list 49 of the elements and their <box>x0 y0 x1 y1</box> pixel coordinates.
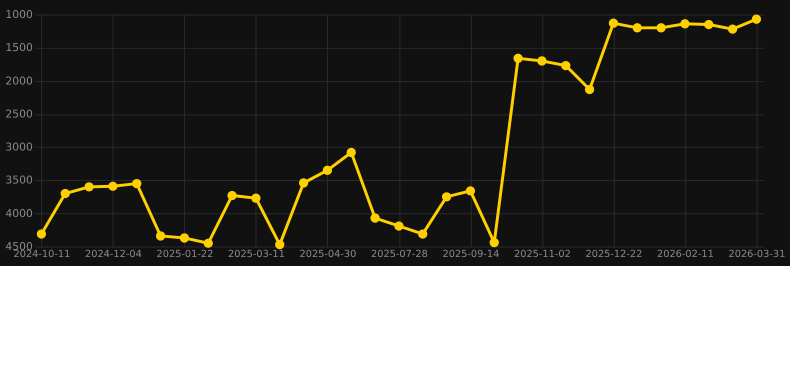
point <box>728 24 738 34</box>
y-tick-label: 4000 <box>5 206 33 220</box>
x-tick-label: 2026-02-11 <box>657 248 714 260</box>
x-tick-label: 2025-07-28 <box>371 248 428 260</box>
point <box>108 182 118 191</box>
x-tick-label: 2024-10-11 <box>14 248 70 260</box>
point <box>608 18 618 28</box>
x-tick-label: 2026-03-31 <box>728 248 786 260</box>
point <box>680 19 690 28</box>
point <box>704 20 714 30</box>
point <box>584 84 594 94</box>
point <box>537 56 547 66</box>
point <box>632 23 642 32</box>
point <box>490 238 499 248</box>
point <box>132 178 142 188</box>
point <box>656 23 666 32</box>
y-tick-label: 3500 <box>5 174 33 187</box>
point <box>394 221 404 231</box>
point <box>442 192 452 202</box>
point <box>60 188 70 198</box>
point <box>275 240 284 250</box>
point <box>156 231 166 241</box>
point <box>322 166 332 175</box>
point <box>204 238 213 248</box>
point <box>36 229 46 239</box>
point <box>513 54 523 63</box>
point <box>298 178 308 188</box>
point <box>346 148 356 158</box>
x-tick-label: 2025-01-22 <box>156 248 214 260</box>
point <box>227 190 237 200</box>
point <box>84 182 94 192</box>
x-tick-label: 2025-12-22 <box>586 248 642 260</box>
point <box>370 213 380 223</box>
y-tick-label: 2000 <box>5 74 33 88</box>
point <box>251 194 261 203</box>
x-tick-label: 2025-04-30 <box>300 248 356 260</box>
y-tick-label: 1500 <box>5 41 33 54</box>
y-tick-label: 2500 <box>5 107 33 120</box>
point <box>418 229 428 239</box>
x-tick-label: 2025-03-11 <box>228 248 285 260</box>
point <box>752 14 762 24</box>
point <box>180 233 190 243</box>
point <box>561 60 570 70</box>
y-tick-label: 1000 <box>5 8 33 21</box>
x-tick-label: 2025-09-14 <box>442 248 500 260</box>
x-tick-label: 2024-12-04 <box>85 248 142 260</box>
y-tick-label: 3000 <box>5 140 33 154</box>
x-tick-label: 2025-11-02 <box>514 248 571 260</box>
point <box>466 186 476 196</box>
